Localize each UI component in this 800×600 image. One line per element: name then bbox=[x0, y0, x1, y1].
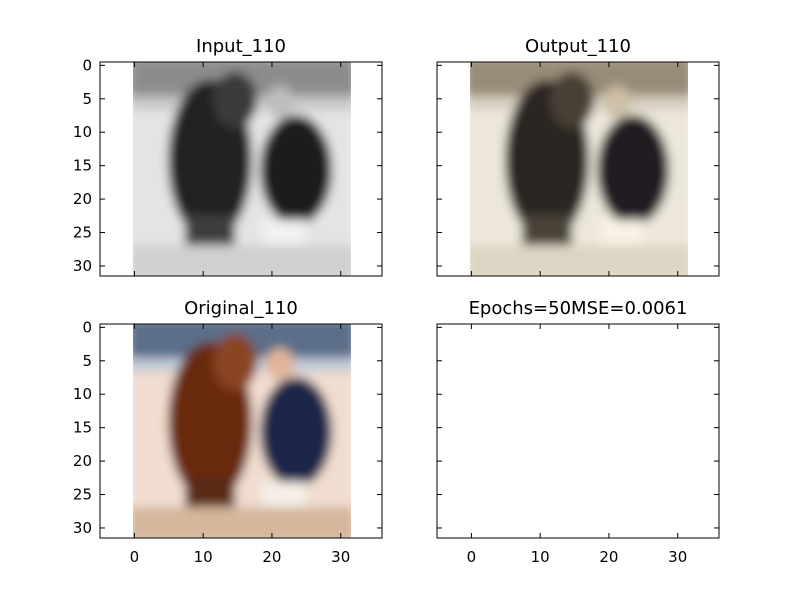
x-ticks bbox=[470, 62, 679, 276]
y-ticks-metrics bbox=[437, 326, 719, 529]
x-tick-label: 10 bbox=[194, 548, 213, 566]
x-tick-label: 20 bbox=[262, 548, 281, 566]
y-tick-label: 25 bbox=[73, 486, 92, 504]
x-tick-label: 0 bbox=[130, 548, 140, 566]
panel-output: Output_110 bbox=[436, 36, 720, 277]
y-ticks-input: 0 5 10 15 20 25 30 bbox=[73, 56, 382, 275]
axes-frame-original bbox=[99, 323, 383, 539]
man-body bbox=[260, 115, 332, 225]
x-tick-label: 0 bbox=[467, 548, 477, 566]
x-tick-label: 30 bbox=[331, 548, 350, 566]
man-body bbox=[260, 377, 332, 487]
panel-original: Original_110 0 5 10 15 20 25 30 0 10 20 30 bbox=[73, 298, 383, 566]
axes-frame-input bbox=[99, 61, 383, 277]
y-ticks-output bbox=[437, 64, 719, 267]
panel-title-metrics: Epochs=50MSE=0.0061 bbox=[469, 298, 688, 319]
panel-input: Input_110 0 5 10 15 20 25 30 bbox=[73, 36, 383, 277]
y-tick-label: 10 bbox=[73, 385, 92, 403]
panel-title-output: Output_110 bbox=[525, 36, 631, 57]
x-tick-label: 10 bbox=[531, 548, 550, 566]
horse-head bbox=[213, 72, 257, 128]
x-ticks bbox=[133, 62, 342, 276]
man-head bbox=[266, 348, 294, 380]
y-tick-label: 0 bbox=[82, 318, 92, 336]
y-tick-label: 10 bbox=[73, 123, 92, 141]
man-head bbox=[603, 86, 631, 118]
y-tick-label: 0 bbox=[82, 56, 92, 74]
y-tick-label: 20 bbox=[73, 190, 92, 208]
y-ticks-original: 0 5 10 15 20 25 30 bbox=[73, 318, 382, 537]
image-ground bbox=[470, 245, 688, 276]
y-tick-label: 25 bbox=[73, 224, 92, 242]
x-tick-label: 20 bbox=[599, 548, 618, 566]
axes-frame-output bbox=[436, 61, 720, 277]
x-ticks-original: 0 10 20 30 bbox=[130, 324, 350, 566]
original-image bbox=[133, 324, 351, 538]
horse-head bbox=[550, 72, 594, 128]
axes-frame-metrics bbox=[436, 323, 720, 539]
y-tick-label: 5 bbox=[82, 352, 92, 370]
image-ground bbox=[133, 507, 351, 538]
y-tick-label: 15 bbox=[73, 419, 92, 437]
horse-head bbox=[213, 334, 257, 390]
y-tick-label: 15 bbox=[73, 157, 92, 175]
panel-title-original: Original_110 bbox=[184, 298, 298, 319]
image-ground bbox=[133, 245, 351, 276]
input-image bbox=[133, 62, 351, 276]
x-ticks-metrics: 0 10 20 30 bbox=[467, 324, 687, 566]
panel-metrics: Epochs=50MSE=0.0061 0 10 20 30 bbox=[436, 298, 720, 566]
x-tick-label: 30 bbox=[668, 548, 687, 566]
man-body bbox=[597, 115, 669, 225]
man-head bbox=[266, 86, 294, 118]
y-tick-label: 20 bbox=[73, 452, 92, 470]
output-image bbox=[470, 62, 688, 276]
y-tick-label: 5 bbox=[82, 90, 92, 108]
y-tick-label: 30 bbox=[73, 257, 92, 275]
panel-title-input: Input_110 bbox=[196, 36, 286, 57]
y-tick-label: 30 bbox=[73, 519, 92, 537]
